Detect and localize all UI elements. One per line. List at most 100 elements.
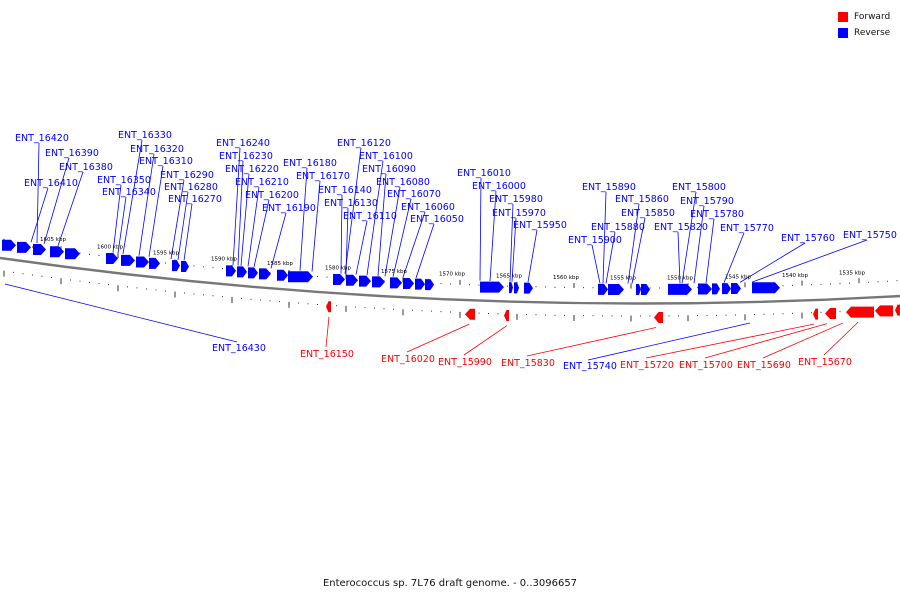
leader-line [627, 203, 640, 284]
leader-line [355, 220, 368, 275]
reverse-gene-feature [524, 282, 533, 294]
leader-line [138, 153, 155, 256]
reverse-gene-feature [181, 261, 189, 273]
reverse-gene-feature [731, 282, 741, 294]
leader-line [177, 191, 189, 260]
leader-line [681, 191, 697, 284]
gene-label-reverse: ENT_16010 [457, 168, 511, 179]
reverse-gene-feature [509, 282, 513, 294]
leader-line [311, 180, 321, 272]
leader-line [57, 171, 84, 247]
ruler-tick-label: 1605 kbp [40, 237, 66, 243]
leader-line [479, 177, 482, 281]
reverse-gene-feature [415, 278, 425, 290]
gene-label-reverse: ENT_16050 [410, 214, 464, 225]
gene-label-reverse: ENT_16350 [97, 175, 151, 186]
gene-labels: ENT_16420 ENT_16390 ENT_16380 ENT_16410 ENT_… [15, 130, 897, 372]
reverse-gene-feature [17, 241, 31, 253]
gene-label-reverse: ENT_16140 [318, 185, 372, 196]
leader-line [148, 165, 164, 257]
leader-line [402, 211, 426, 278]
reverse-gene-feature [50, 246, 64, 258]
reverse-swatch-icon [838, 27, 848, 38]
ruler-tick-label: 1540 kbp [782, 273, 808, 279]
gene-label-reverse: ENT_16210 [235, 177, 289, 188]
reverse-gene-feature [698, 283, 712, 295]
gene-label-forward: ENT_15720 [620, 360, 674, 371]
leader-line [739, 242, 806, 283]
gene-label-reverse: ENT_16200 [245, 190, 299, 201]
gene-label-reverse: ENT_15750 [843, 230, 897, 241]
ruler-tick-label: 1555 kbp [610, 275, 636, 281]
leader-line [602, 191, 607, 284]
ruler-tick-label: 1575 kbp [381, 269, 407, 275]
leader-line [645, 323, 815, 359]
gene-label-reverse: ENT_15770 [720, 223, 774, 234]
leader-line [36, 142, 40, 244]
reverse-gene-feature [136, 256, 149, 268]
leader-line [631, 217, 646, 284]
gene-label-reverse: ENT_16190 [262, 203, 316, 214]
reverse-gene-feature [149, 257, 160, 269]
reverse-gene-feature [359, 275, 371, 287]
leader-line [270, 212, 287, 269]
gene-label-reverse: ENT_15740 [563, 361, 617, 372]
gene-label-reverse: ENT_16220 [225, 164, 279, 175]
reverse-gene-feature [636, 284, 641, 296]
reverse-gene-feature [608, 283, 624, 295]
gene-label-reverse: ENT_16090 [362, 164, 416, 175]
reverse-gene-feature [226, 265, 236, 277]
forward-gene-feature [846, 306, 874, 318]
reverse-gene-feature [288, 271, 313, 283]
leader-line [122, 139, 143, 254]
reverse-gene-feature [248, 267, 258, 279]
leader-line [823, 321, 859, 356]
forward-gene-feature [504, 310, 509, 322]
gene-label-reverse: ENT_16270 [168, 194, 222, 205]
forward-gene-feature [895, 304, 900, 316]
leader-line [704, 323, 828, 359]
gene-label-reverse: ENT_15900 [568, 235, 622, 246]
reverse-gene-feature [65, 248, 80, 260]
gene-features [2, 239, 900, 323]
reverse-gene-feature [2, 239, 16, 251]
leader-line [489, 190, 497, 282]
genome-backbone [0, 256, 900, 305]
forward-gene-feature [465, 308, 475, 320]
gene-label-forward: ENT_16150 [300, 349, 354, 360]
gene-label-reverse: ENT_15780 [690, 209, 744, 220]
forward-gene-feature [875, 305, 893, 317]
gene-label-reverse: ENT_15760 [781, 233, 835, 244]
leader-line [344, 147, 362, 274]
leader-line [117, 196, 127, 254]
gene-label-reverse: ENT_16120 [337, 138, 391, 149]
leader-line [30, 187, 49, 243]
ruler-tick-label: 1535 kbp [839, 271, 865, 277]
reverse-gene-feature [712, 283, 720, 295]
gene-label-reverse: ENT_15800 [672, 182, 726, 193]
gene-label-reverse: ENT_15950 [513, 220, 567, 231]
gene-label-reverse: ENT_15790 [680, 196, 734, 207]
gene-label-forward: ENT_15670 [798, 357, 852, 368]
gene-label-reverse: ENT_15980 [489, 194, 543, 205]
gene-label-reverse: ENT_16330 [118, 130, 172, 141]
gene-label-reverse: ENT_16130 [324, 198, 378, 209]
leader-line [183, 203, 193, 261]
reverse-gene-feature [237, 266, 247, 278]
gene-label-reverse: ENT_15850 [621, 208, 675, 219]
reverse-gene-feature [333, 273, 345, 285]
gene-label-forward: ENT_15700 [679, 360, 733, 371]
gene-label-reverse: ENT_16380 [59, 162, 113, 173]
leader-line [247, 186, 260, 267]
leader-line [723, 232, 745, 283]
gene-label-reverse: ENT_15890 [582, 182, 636, 193]
leader-line [43, 157, 70, 245]
gene-label-reverse: ENT_16080 [376, 177, 430, 188]
gene-label-reverse: ENT_16430 [212, 343, 266, 354]
gene-label-reverse: ENT_16320 [130, 144, 184, 155]
leader-line [4, 283, 238, 343]
reverse-gene-feature [722, 283, 731, 295]
leader-line [384, 186, 401, 277]
reverse-gene-feature [480, 281, 504, 293]
reverse-gene-feature [668, 283, 692, 295]
